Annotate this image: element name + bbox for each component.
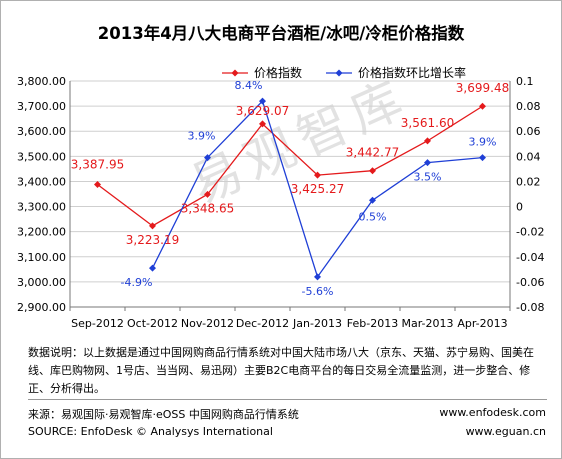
data-label: 3.9% (188, 130, 216, 143)
legend-swatch-marker (231, 69, 239, 77)
x-tick-label: Oct-2012 (127, 317, 178, 330)
y-left-tick-label: 3,700.00 (17, 100, 66, 113)
data-point-marker (479, 154, 486, 162)
data-label: 3,425.27 (291, 182, 344, 196)
data-label: -4.9% (121, 276, 153, 289)
x-tick-label: Nov-2012 (181, 317, 234, 330)
source-chinese: 来源：易观国际·易观智库·eOSS 中国网购商品行情系统 (28, 408, 299, 421)
legend-swatch-marker (335, 69, 343, 77)
data-label: 3,442.77 (346, 146, 399, 160)
y-left-tick-label: 3,500.00 (17, 150, 66, 163)
data-point-marker (259, 120, 266, 128)
website-enfodesk[interactable]: www.enfodesk.com (439, 406, 546, 419)
data-point-marker (149, 264, 156, 272)
x-tick-label: Mar-2013 (401, 317, 453, 330)
line-chart: 2,900.00 3,000.00 3,100.00 3,200.00 3,300.00… (17, 65, 544, 330)
y-right-tick-label: 0.06 (516, 125, 541, 138)
y-left-tick-label: 3,600.00 (17, 125, 66, 138)
legend-label: 价格指数环比增长率 (358, 65, 466, 80)
y-right-tick-label: -0.08 (516, 301, 544, 314)
data-point-marker (204, 154, 211, 162)
y-left-tick-label: 3,300.00 (17, 201, 66, 214)
website-eguan[interactable]: www.eguan.cn (465, 425, 546, 438)
y-left-tick-label: 3,200.00 (17, 226, 66, 239)
data-point-marker (204, 190, 211, 198)
data-point-marker (259, 97, 266, 105)
data-point-marker (369, 167, 376, 175)
data-point-marker (149, 222, 156, 230)
data-label: 3,387.95 (71, 157, 124, 171)
data-label: 8.4% (235, 79, 263, 92)
y-right-tick-label: 0 (516, 201, 523, 214)
legend-label: 价格指数 (254, 65, 302, 80)
x-tick-label: Apr-2013 (457, 317, 507, 330)
x-tick-label: Feb-2013 (347, 317, 398, 330)
chart-title: 2013年4月八大电商平台酒柜/冰吧/冷柜价格指数 (97, 24, 465, 43)
data-point-marker (369, 196, 376, 204)
data-label: 3,223.19 (126, 233, 179, 247)
x-tick-label: Sep-2012 (71, 317, 124, 330)
y-right-tick-label: -0.06 (516, 276, 544, 289)
series-line-index (97, 105, 483, 227)
y-left-tick-label: 3,800.00 (17, 75, 66, 88)
y-right-tick-label: 0.04 (516, 150, 541, 163)
y-right-tick-label: 0.08 (516, 100, 541, 113)
footer-divider (28, 399, 547, 400)
x-tick-label: Jan-2013 (292, 317, 342, 330)
source-english: SOURCE: EnfoDesk © Analysys Internationa… (28, 425, 273, 438)
x-tick-label: Dec-2012 (236, 317, 289, 330)
y-right-tick-label: 0.02 (516, 175, 541, 188)
data-point-marker (479, 102, 486, 110)
y-left-tick-label: 3,400.00 (17, 175, 66, 188)
data-point-marker (314, 171, 321, 179)
data-label: 0.5% (359, 210, 387, 223)
y-right-tick-label: -0.04 (516, 251, 544, 264)
y-left-tick-label: 3,000.00 (17, 276, 66, 289)
data-label: 3.9% (469, 136, 497, 149)
data-point-marker (424, 159, 431, 167)
y-left-tick-label: 3,100.00 (17, 251, 66, 264)
data-note: 数据说明：以上数据是通过中国网购商品行情系统对中国大陆市场八大（京东、天猫、苏宁… (28, 346, 534, 395)
data-label: 3,699.48 (456, 81, 509, 95)
y-left-tick-label: 2,900.00 (17, 301, 66, 314)
data-point-marker (94, 180, 101, 188)
data-label: 3.5% (414, 171, 442, 184)
data-point-marker (314, 273, 321, 281)
data-label: -5.6% (302, 285, 334, 298)
y-right-tick-label: -0.02 (516, 226, 544, 239)
data-label: 3,629.07 (236, 104, 289, 118)
data-label: 3,561.60 (401, 116, 454, 130)
data-point-marker (424, 137, 431, 145)
y-right-tick-label: 0.1 (516, 75, 534, 88)
data-label: 3,348.65 (181, 201, 234, 215)
